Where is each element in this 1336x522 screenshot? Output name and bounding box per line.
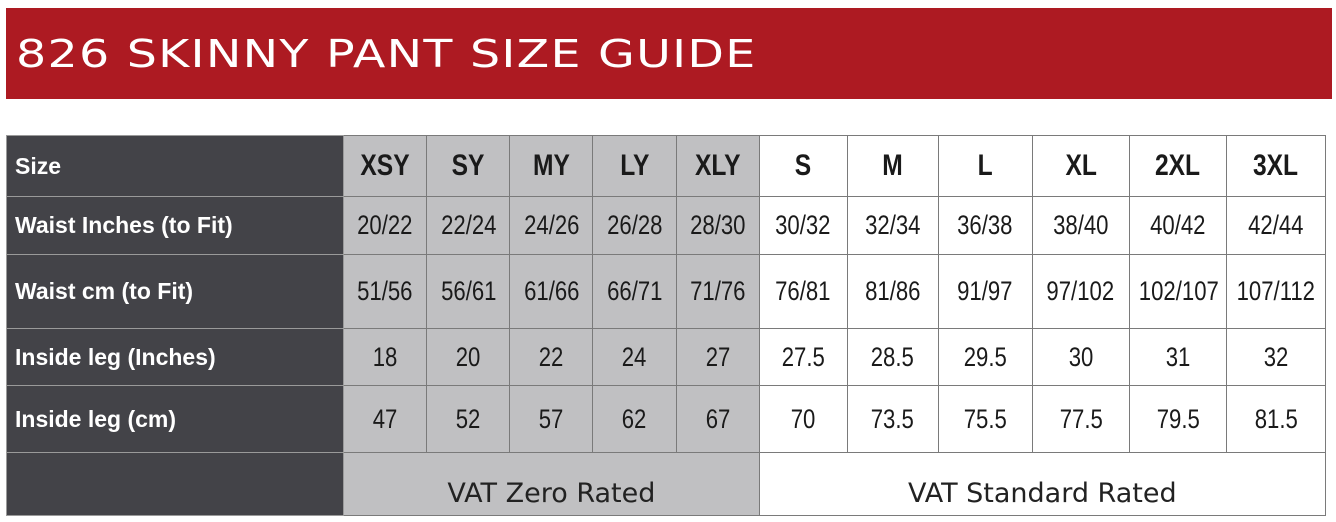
value-cell: 30/32 xyxy=(758,196,848,255)
size-header-cell: XSY xyxy=(343,135,428,197)
size-header-cell: 3XL xyxy=(1225,135,1327,197)
title-banner: 826 SKINNY PANT SIZE GUIDE xyxy=(6,8,1332,99)
size-header-cell: LY xyxy=(592,135,677,197)
size-header-cell: SY xyxy=(426,135,511,197)
value-cell: 102/107 xyxy=(1128,254,1227,329)
value-cell: 97/102 xyxy=(1031,254,1130,329)
value-cell: 24/26 xyxy=(509,196,594,255)
value-cell: 42/44 xyxy=(1225,196,1327,255)
row-label-waist-cm: Waist cm (to Fit) xyxy=(5,254,345,329)
value-cell: 20/22 xyxy=(343,196,428,255)
table-row: Waist cm (to Fit) 51/56 56/61 61/66 66/7… xyxy=(5,254,1327,329)
row-label-size: Size xyxy=(5,135,345,197)
size-header-cell: L xyxy=(937,135,1033,197)
row-label-inside-leg-inches: Inside leg (Inches) xyxy=(5,328,345,386)
row-label-waist-inches: Waist Inches (to Fit) xyxy=(5,196,345,255)
value-cell: 27.5 xyxy=(758,328,848,386)
value-cell: 30 xyxy=(1031,328,1130,386)
value-cell: 28.5 xyxy=(846,328,939,386)
table-row: Inside leg (Inches) 18 20 22 24 27 27.5 … xyxy=(5,328,1327,386)
value-cell: 51/56 xyxy=(343,254,428,329)
value-cell: 47 xyxy=(343,385,428,453)
value-cell: 32/34 xyxy=(846,196,939,255)
size-header-cell: MY xyxy=(509,135,594,197)
size-header-cell: XL xyxy=(1031,135,1130,197)
size-guide-table: Size XSY SY MY LY XLY S M L XL 2XL 3XL W… xyxy=(5,135,1327,516)
value-cell: 22 xyxy=(509,328,594,386)
value-cell: 36/38 xyxy=(937,196,1033,255)
value-cell: 27 xyxy=(675,328,760,386)
value-cell: 29.5 xyxy=(937,328,1033,386)
value-cell: 81.5 xyxy=(1225,385,1327,453)
size-header-cell: M xyxy=(846,135,939,197)
table-row: Waist Inches (to Fit) 20/22 22/24 24/26 … xyxy=(5,196,1327,255)
value-cell: 40/42 xyxy=(1128,196,1227,255)
size-header-cell: S xyxy=(758,135,848,197)
value-cell: 56/61 xyxy=(426,254,511,329)
value-cell: 75.5 xyxy=(937,385,1033,453)
value-cell: 26/28 xyxy=(592,196,677,255)
value-cell: 61/66 xyxy=(509,254,594,329)
vat-label-blank xyxy=(5,452,345,516)
value-cell: 20 xyxy=(426,328,511,386)
value-cell: 62 xyxy=(592,385,677,453)
value-cell: 70 xyxy=(758,385,848,453)
value-cell: 24 xyxy=(592,328,677,386)
row-label-inside-leg-cm: Inside leg (cm) xyxy=(5,385,345,453)
vat-zero-rated-cell: VAT Zero Rated xyxy=(343,452,760,516)
vat-zero-rated-label: VAT Zero Rated xyxy=(447,477,656,509)
vat-standard-rated-label: VAT Standard Rated xyxy=(907,477,1177,509)
value-cell: 107/112 xyxy=(1225,254,1327,329)
value-cell: 91/97 xyxy=(937,254,1033,329)
value-cell: 77.5 xyxy=(1031,385,1130,453)
value-cell: 32 xyxy=(1225,328,1327,386)
value-cell: 31 xyxy=(1128,328,1227,386)
table-row: Inside leg (cm) 47 52 57 62 67 70 73.5 7… xyxy=(5,385,1327,453)
size-header-cell: XLY xyxy=(675,135,760,197)
value-cell: 67 xyxy=(675,385,760,453)
value-cell: 76/81 xyxy=(758,254,848,329)
value-cell: 66/71 xyxy=(592,254,677,329)
value-cell: 81/86 xyxy=(846,254,939,329)
value-cell: 18 xyxy=(343,328,428,386)
value-cell: 22/24 xyxy=(426,196,511,255)
size-header-cell: 2XL xyxy=(1128,135,1227,197)
value-cell: 38/40 xyxy=(1031,196,1130,255)
vat-row: VAT Zero Rated VAT Standard Rated xyxy=(5,452,1327,516)
value-cell: 28/30 xyxy=(675,196,760,255)
size-header-row: Size XSY SY MY LY XLY S M L XL 2XL 3XL xyxy=(5,135,1327,197)
value-cell: 79.5 xyxy=(1128,385,1227,453)
value-cell: 73.5 xyxy=(846,385,939,453)
value-cell: 52 xyxy=(426,385,511,453)
vat-standard-rated-cell: VAT Standard Rated xyxy=(758,452,1327,516)
value-cell: 57 xyxy=(509,385,594,453)
value-cell: 71/76 xyxy=(675,254,760,329)
page-title: 826 SKINNY PANT SIZE GUIDE xyxy=(16,31,757,76)
